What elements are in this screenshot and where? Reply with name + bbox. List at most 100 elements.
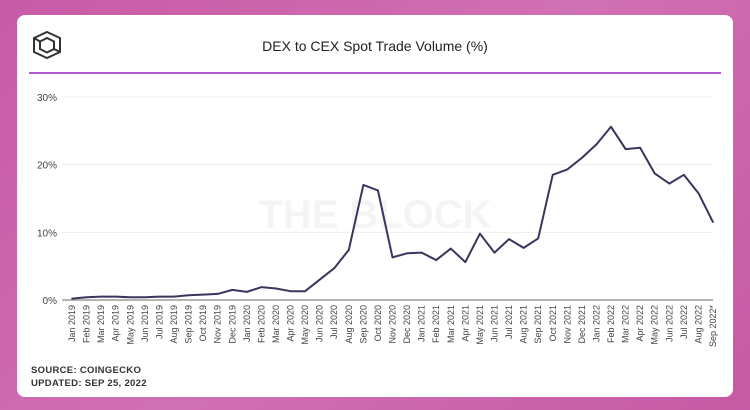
x-tick-label: Jun 2022 — [664, 305, 674, 342]
x-tick-label: Aug 2019 — [169, 305, 179, 344]
watermark: THE BLOCK — [258, 193, 491, 237]
data-point — [595, 143, 598, 146]
x-tick-label: Jul 2020 — [329, 305, 339, 339]
data-point — [406, 252, 408, 255]
data-point — [653, 172, 656, 175]
x-tick-label: Aug 2021 — [519, 305, 529, 344]
data-point — [449, 247, 452, 250]
chart-title: DEX to CEX Spot Trade Volume (%) — [262, 38, 488, 54]
x-tick-label: Jul 2019 — [154, 305, 164, 339]
data-point — [260, 286, 263, 288]
data-point — [377, 189, 379, 192]
x-tick-label: Jul 2021 — [504, 305, 514, 339]
data-point — [158, 295, 161, 298]
data-point — [435, 259, 438, 261]
x-tick-label: Sep 2019 — [184, 305, 194, 344]
y-tick-label: 30% — [37, 93, 57, 104]
x-tick-label: Feb 2022 — [606, 305, 616, 343]
y-tick-label: 10% — [37, 228, 57, 239]
x-tick-label: Sep 2022* — [708, 305, 718, 348]
data-point — [202, 293, 204, 296]
data-point — [551, 174, 554, 176]
x-tick-label: Nov 2021 — [562, 305, 572, 344]
x-tick-label: Oct 2021 — [548, 305, 558, 342]
data-point — [624, 148, 627, 150]
x-tick-label: May 2021 — [475, 305, 485, 345]
x-tick-label: Sep 2020 — [358, 305, 368, 344]
x-tick-label: Sep 2021 — [533, 305, 543, 344]
x-tick-label: Apr 2019 — [111, 305, 121, 342]
x-tick-label: Mar 2019 — [96, 305, 106, 343]
x-tick-label: Nov 2019 — [213, 305, 223, 344]
x-tick-label: Feb 2021 — [431, 305, 441, 343]
x-tick-label: May 2019 — [125, 305, 135, 345]
data-point — [639, 146, 641, 149]
data-point — [712, 221, 714, 223]
x-tick-label: Feb 2020 — [256, 305, 266, 343]
x-tick-label: Mar 2022 — [621, 305, 631, 343]
data-point — [231, 289, 234, 291]
x-tick-label: Jun 2019 — [140, 305, 150, 342]
x-tick-label: Jun 2021 — [489, 305, 499, 342]
y-tick-label: 20% — [37, 161, 57, 172]
data-point — [71, 297, 73, 300]
x-tick-label: Oct 2019 — [198, 305, 208, 342]
x-tick-label: May 2022 — [650, 305, 660, 345]
x-tick-label: Dec 2021 — [577, 305, 587, 344]
x-tick-label: May 2020 — [300, 305, 310, 345]
x-tick-label: Apr 2020 — [286, 305, 296, 342]
x-tick-label: Apr 2021 — [460, 305, 470, 342]
header-divider — [29, 72, 721, 74]
data-point — [581, 157, 583, 159]
x-tick-label: Jun 2020 — [315, 305, 325, 342]
data-point — [100, 295, 102, 298]
data-point — [129, 296, 132, 299]
x-tick-label: Mar 2020 — [271, 305, 281, 343]
x-tick-label: Dec 2020 — [402, 305, 412, 344]
data-point — [522, 247, 525, 249]
x-tick-label: Apr 2022 — [635, 305, 645, 342]
data-point — [216, 293, 219, 295]
data-point — [566, 168, 569, 171]
x-tick-label: Jan 2019 — [67, 305, 77, 342]
x-tick-label: Oct 2020 — [373, 305, 383, 342]
data-point — [668, 182, 671, 185]
x-tick-label: Jan 2021 — [417, 305, 427, 342]
data-point — [289, 290, 292, 293]
x-tick-label: Aug 2022 — [693, 305, 703, 344]
data-point — [508, 238, 510, 240]
source-label: SOURCE: COINGECKO — [31, 365, 142, 376]
data-point — [683, 174, 685, 176]
x-tick-label: Mar 2021 — [446, 305, 456, 343]
data-point — [347, 249, 350, 251]
data-point — [304, 290, 306, 293]
x-tick-label: Nov 2020 — [388, 305, 398, 344]
data-point — [275, 287, 277, 290]
y-tick-label: 0% — [43, 296, 58, 307]
the-block-logo-icon — [33, 30, 61, 60]
data-point — [362, 184, 365, 186]
data-point — [318, 278, 321, 281]
chart-card: DEX to CEX Spot Trade Volume (%) SOURCE:… — [17, 15, 733, 397]
data-point — [391, 256, 394, 259]
data-point — [173, 295, 175, 298]
x-tick-label: Aug 2020 — [344, 305, 354, 344]
data-point — [114, 295, 117, 298]
data-point — [479, 232, 481, 235]
data-point — [187, 294, 190, 297]
data-point — [420, 251, 423, 254]
x-tick-label: Dec 2019 — [227, 305, 237, 344]
data-point — [697, 192, 700, 194]
data-point — [246, 291, 248, 293]
data-point — [610, 125, 612, 128]
data-point — [464, 261, 467, 263]
updated-label: UPDATED: SEP 25, 2022 — [31, 378, 147, 389]
data-point — [537, 237, 539, 240]
data-point — [144, 296, 146, 299]
x-tick-label: Feb 2019 — [82, 305, 92, 343]
x-tick-label: Jul 2022 — [679, 305, 689, 339]
x-tick-label: Jan 2022 — [591, 305, 601, 342]
data-point — [333, 267, 336, 269]
data-point — [85, 296, 88, 299]
